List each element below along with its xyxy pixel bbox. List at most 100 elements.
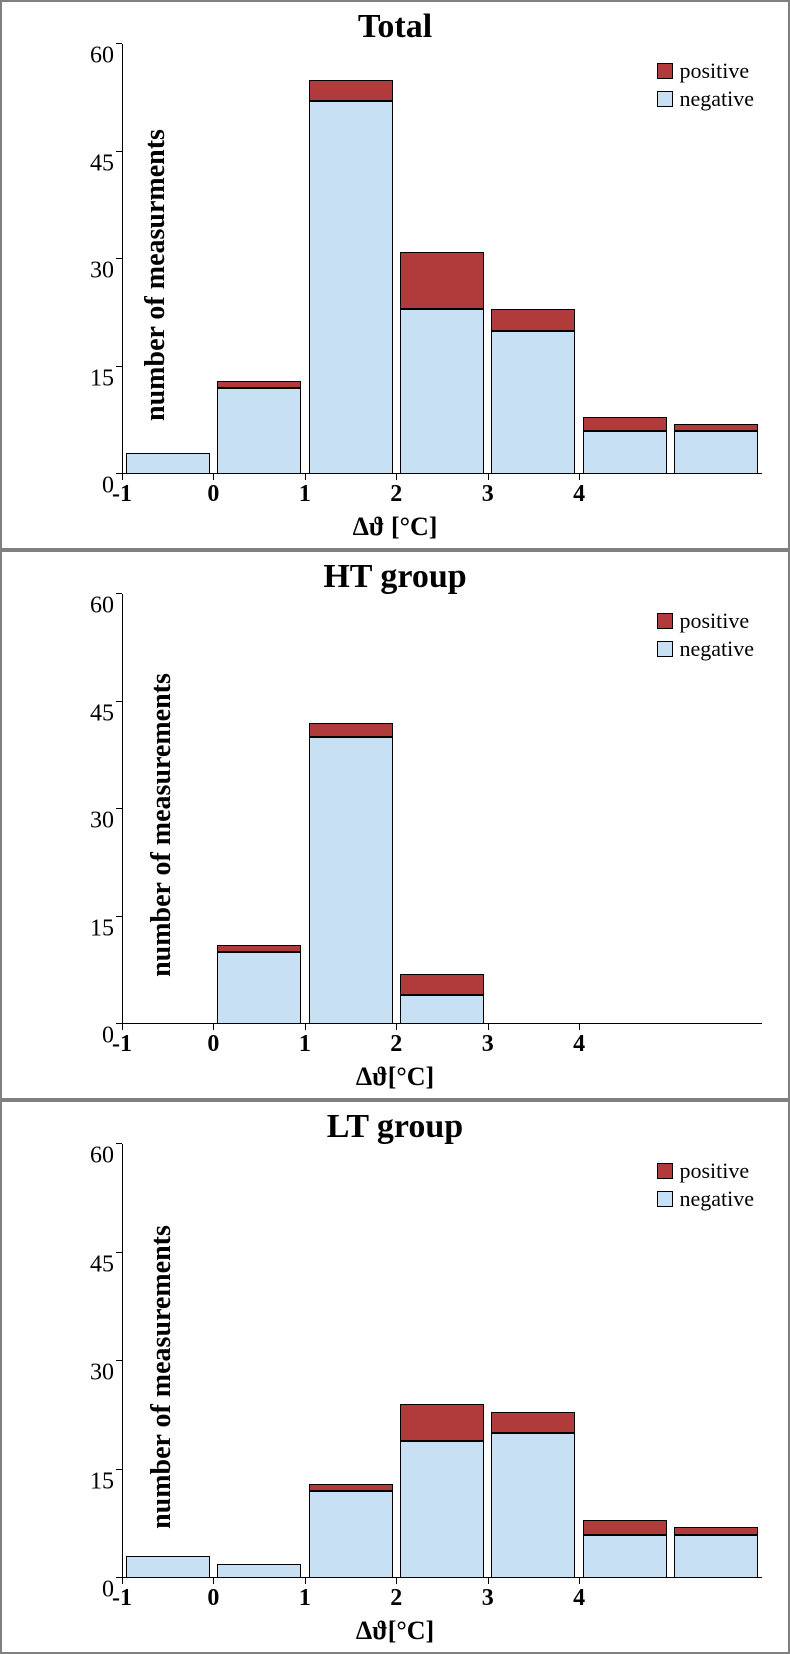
bar-segment-positive [309, 723, 393, 737]
x-tick-label: 1 [299, 481, 311, 508]
x-tick-mark [396, 1024, 397, 1030]
x-tick-label: -1 [112, 1031, 132, 1058]
y-axis-line [122, 1144, 123, 1578]
x-tick-label: 0 [207, 1031, 219, 1058]
x-tick-mark [122, 1578, 123, 1584]
y-tick-label: 30 [74, 1360, 114, 1387]
x-tick-mark [305, 474, 306, 480]
x-tick-mark [396, 1578, 397, 1584]
bar-group [126, 1556, 210, 1578]
x-axis-label: Δϑ [°C] [353, 512, 438, 542]
y-axis-line [122, 594, 123, 1024]
y-tick-mark [116, 593, 122, 594]
bar-segment-negative [674, 431, 758, 474]
bar-segment-positive [491, 1412, 575, 1434]
bar-group [674, 1527, 758, 1578]
panel-title: HT group [323, 558, 466, 596]
chart-panel-0: Totalnumber of measurmentsΔϑ [°C]positiv… [0, 0, 790, 550]
x-tick-mark [122, 1024, 123, 1030]
panel-title: LT group [327, 1108, 463, 1146]
x-tick-mark [213, 1578, 214, 1584]
x-tick-mark [488, 474, 489, 480]
plot-area: 015304560-101234 [122, 598, 758, 1024]
bar-group [217, 945, 301, 1024]
x-tick-label: 2 [390, 1031, 402, 1058]
x-tick-mark [213, 474, 214, 480]
bar-segment-negative [491, 331, 575, 474]
bar-segment-negative [491, 1433, 575, 1578]
bar-group [309, 1484, 393, 1578]
y-tick-label: 15 [74, 915, 114, 942]
bar-segment-positive [309, 1484, 393, 1491]
x-tick-mark [213, 1024, 214, 1030]
x-tick-label: 4 [573, 1585, 585, 1612]
y-tick-label: 60 [74, 43, 114, 70]
bar-segment-positive [400, 974, 484, 996]
x-tick-label: 0 [207, 1585, 219, 1612]
y-tick-mark [116, 701, 122, 702]
chart-panel-2: LT groupnumber of measurementsΔϑ[°C]posi… [0, 1100, 790, 1654]
bar-group [674, 424, 758, 474]
bar-segment-positive [217, 381, 301, 388]
plot-area: 015304560-101234 [122, 1148, 758, 1578]
bar-segment-positive [674, 1527, 758, 1534]
bar-segment-negative [309, 101, 393, 474]
y-tick-label: 60 [74, 1143, 114, 1170]
y-tick-label: 30 [74, 258, 114, 285]
x-tick-label: 3 [482, 1585, 494, 1612]
bar-segment-negative [400, 309, 484, 474]
panel-title: Total [358, 8, 432, 46]
y-tick-mark [116, 1143, 122, 1144]
y-tick-mark [116, 43, 122, 44]
x-axis-label: Δϑ[°C] [356, 1062, 434, 1092]
x-tick-mark [579, 474, 580, 480]
y-tick-mark [116, 258, 122, 259]
y-tick-label: 0 [74, 1577, 114, 1604]
x-tick-label: 3 [482, 481, 494, 508]
x-tick-mark [579, 1578, 580, 1584]
x-axis-label: Δϑ[°C] [356, 1616, 434, 1646]
x-tick-label: 1 [299, 1031, 311, 1058]
bar-segment-positive [217, 945, 301, 952]
x-tick-mark [305, 1578, 306, 1584]
bar-segment-negative [400, 1441, 484, 1578]
bar-segment-negative [217, 952, 301, 1024]
x-tick-label: 2 [390, 481, 402, 508]
bar-segment-negative [217, 388, 301, 474]
bar-group [217, 381, 301, 474]
bar-segment-negative [400, 995, 484, 1024]
x-tick-mark [122, 474, 123, 480]
x-tick-mark [396, 474, 397, 480]
y-tick-mark [116, 1252, 122, 1253]
bar-segment-negative [583, 431, 667, 474]
bar-segment-negative [309, 1491, 393, 1578]
y-tick-label: 45 [74, 150, 114, 177]
bar-segment-positive [674, 424, 758, 431]
bar-group [583, 417, 667, 474]
bar-group [126, 453, 210, 475]
bar-group [400, 252, 484, 474]
y-tick-label: 45 [74, 700, 114, 727]
x-tick-label: 2 [390, 1585, 402, 1612]
y-tick-mark [116, 366, 122, 367]
x-tick-mark [305, 1024, 306, 1030]
plot-area: 015304560-101234 [122, 48, 758, 474]
y-axis-line [122, 44, 123, 474]
y-tick-label: 15 [74, 365, 114, 392]
bar-group [491, 1412, 575, 1578]
bar-group [309, 723, 393, 1024]
x-tick-mark [488, 1024, 489, 1030]
x-tick-label: -1 [112, 481, 132, 508]
bar-segment-positive [400, 1404, 484, 1440]
x-tick-label: 3 [482, 1031, 494, 1058]
bar-group [309, 80, 393, 474]
bar-group [217, 1564, 301, 1578]
x-tick-label: -1 [112, 1585, 132, 1612]
bar-segment-positive [583, 417, 667, 431]
y-tick-mark [116, 151, 122, 152]
x-tick-label: 4 [573, 481, 585, 508]
bar-segment-negative [126, 453, 210, 475]
bar-segment-positive [583, 1520, 667, 1534]
y-tick-label: 30 [74, 808, 114, 835]
x-tick-mark [579, 1024, 580, 1030]
